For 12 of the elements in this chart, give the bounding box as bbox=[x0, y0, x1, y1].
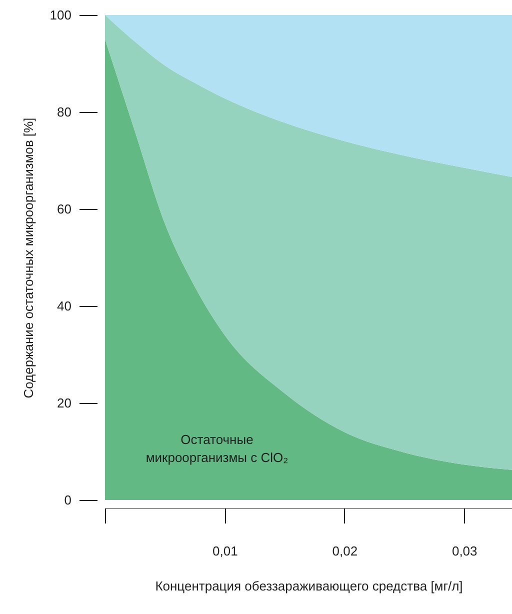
y-tick-label: 20 bbox=[57, 396, 72, 410]
x-tick-label: 0,01 bbox=[212, 544, 238, 558]
y-tick-label: 80 bbox=[57, 104, 72, 120]
y-tick-label: 40 bbox=[57, 298, 72, 314]
x-axis-title: Концентрация обеззараживающего средства [мг/л] bbox=[155, 578, 463, 594]
x-tick-label: 0,02 bbox=[332, 544, 358, 558]
y-tick-label: 100 bbox=[50, 8, 72, 22]
x-tick-label: 0,03 bbox=[452, 544, 478, 558]
annotation: Остаточные микроорганизмы с ClO₂ bbox=[146, 432, 288, 465]
y-tick-label: 0 bbox=[64, 492, 72, 508]
y-axis-title: Содержание остаточных микроорганизмов [%] bbox=[20, 118, 36, 398]
y-tick-label: 60 bbox=[57, 202, 72, 216]
